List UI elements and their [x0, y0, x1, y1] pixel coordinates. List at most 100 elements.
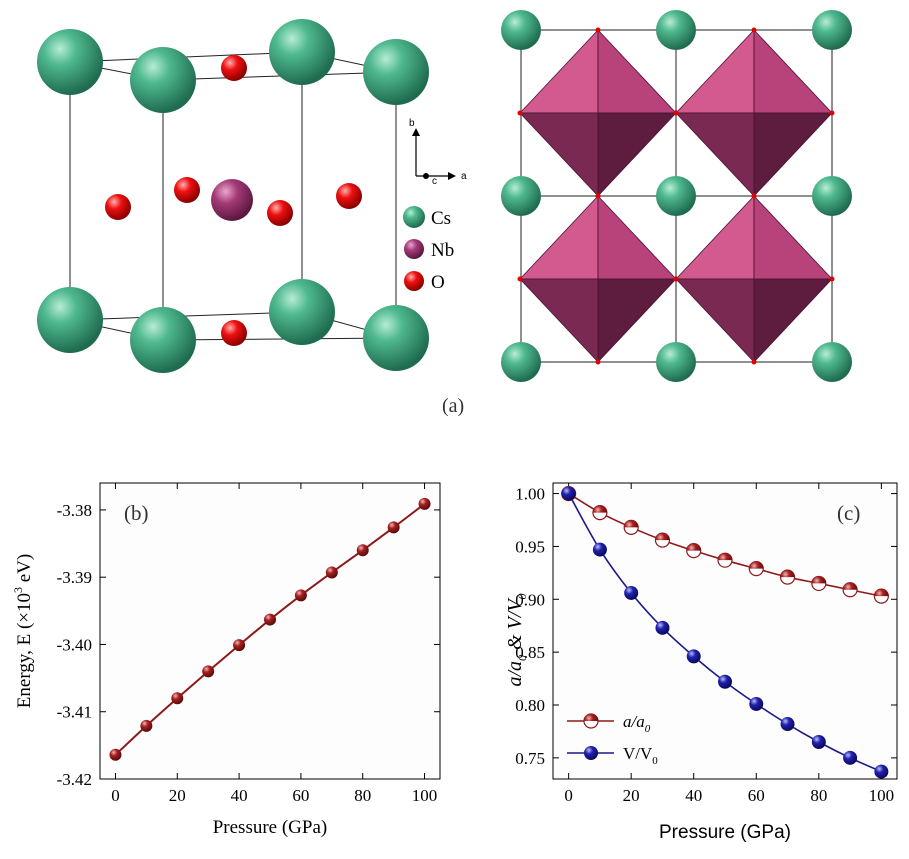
- cs-atom: [363, 305, 429, 371]
- cs-atom: [656, 342, 696, 382]
- cs-atom: [501, 176, 541, 216]
- legend-o-swatch: [404, 271, 424, 291]
- x-tick-label: 20: [169, 786, 186, 805]
- x-tick-label: 100: [412, 786, 438, 805]
- octahedra: [517, 27, 835, 365]
- v-v0-point: [655, 620, 670, 635]
- o-vertex: [751, 27, 757, 33]
- y-tick-label: -3.41: [57, 703, 92, 722]
- energy-point: [264, 613, 276, 626]
- energy-point: [171, 692, 184, 705]
- a-a0-point: [686, 543, 702, 559]
- cell-edges: [69, 51, 397, 341]
- v-v0-point: [624, 585, 639, 600]
- nb-atom: [211, 179, 253, 221]
- chart-b: 0 20 40 60 80 100 -3.42 -3.41 -3.40 -3.39 -3.38 (b…: [11, 482, 441, 838]
- cs-atom: [501, 10, 541, 50]
- panel-a-octahedra: (a): [442, 10, 852, 417]
- x-tick-label: 40: [231, 786, 248, 805]
- legend-label-v-v0: V/V0: [623, 744, 658, 767]
- energy-point: [294, 589, 307, 602]
- panel-a-label: (a): [442, 395, 464, 417]
- v-v0-point: [780, 717, 795, 732]
- legend-cs-label: Cs: [431, 208, 451, 229]
- panel-b-label: (b): [124, 501, 149, 525]
- energy-point: [140, 719, 153, 732]
- v-v0-point: [749, 696, 764, 711]
- legend-nb-swatch: [404, 239, 424, 259]
- x-tick-label: 60: [748, 786, 765, 805]
- energy-point: [387, 521, 400, 534]
- y-tick-label: 1.00: [515, 485, 545, 504]
- a-a0-point: [811, 575, 827, 592]
- o-vertex: [829, 110, 835, 116]
- x-tick-label: 0: [111, 786, 120, 805]
- x-tick-label: 80: [810, 786, 827, 805]
- legend-o-label: O: [431, 272, 445, 293]
- series-points-v-v0: [561, 486, 889, 779]
- legend-marker-v-v0: [584, 746, 598, 760]
- o-atom: [174, 177, 200, 203]
- cs-atom: [656, 176, 696, 216]
- o-vertex: [595, 193, 601, 199]
- series-points-a-a0: [561, 485, 889, 604]
- plot-frame-c: [552, 482, 898, 780]
- cs-atom: [130, 307, 196, 373]
- a-a0-point: [592, 504, 608, 521]
- ticks-c: 0 20 40 60 80 100 0.75 0.80 0.85 0.90 0.95 1.00: [515, 483, 897, 805]
- plot-frame-b: [99, 482, 441, 780]
- x-tick-label: 80: [354, 786, 371, 805]
- atom-legend: Cs Nb O: [403, 206, 454, 293]
- x-tick-label: 60: [292, 786, 309, 805]
- energy-point: [233, 639, 246, 652]
- x-tick-label: 20: [623, 786, 640, 805]
- cs-atom: [812, 10, 852, 50]
- cs-atom: [656, 10, 696, 50]
- a-a0-point: [748, 561, 764, 577]
- series-points-energy: [109, 497, 431, 761]
- energy-point: [356, 544, 369, 557]
- y-tick-label: 0.90: [515, 590, 545, 609]
- legend-label-a-a0: a/a0: [623, 712, 651, 735]
- v-v0-point: [592, 542, 607, 557]
- y-tick-label: -3.42: [57, 770, 92, 789]
- legend-marker-a-a0: [583, 713, 599, 729]
- a-a0-point: [717, 552, 733, 568]
- x-axis-label-c: Pressure (GPa): [659, 822, 791, 843]
- v-v0-point: [686, 649, 701, 664]
- o-vertex: [595, 359, 601, 365]
- cs-atom: [37, 29, 103, 95]
- legend-cs-swatch: [403, 206, 425, 228]
- cs-atom: [812, 342, 852, 382]
- o-vertex: [673, 110, 679, 116]
- y-tick-label: -3.38: [57, 501, 92, 520]
- y-axis-label-b: Energy, E (×103 eV): [11, 554, 35, 708]
- axis-c-label: c: [432, 176, 437, 187]
- x-tick-label: 100: [869, 786, 895, 805]
- y-tick-label: 0.80: [515, 696, 545, 715]
- legend-c: a/a0 V/V0: [567, 712, 658, 767]
- x-axis-label-b: Pressure (GPa): [213, 817, 328, 838]
- o-atom: [221, 55, 247, 81]
- cs-atom: [501, 342, 541, 382]
- legend-nb-label: Nb: [431, 240, 454, 261]
- cs-atom: [269, 279, 335, 345]
- octahedron-face: [519, 112, 599, 198]
- o-atom: [267, 200, 293, 226]
- a-a0-point: [842, 582, 858, 598]
- cs-atom: [130, 47, 196, 113]
- o-atom: [105, 194, 131, 220]
- y-tick-label: 0.75: [515, 749, 545, 768]
- panel-a-unit-cell: b c a Cs Nb O: [37, 19, 467, 373]
- energy-point: [325, 566, 338, 579]
- y-axis-label-c: a/a0 & V/V0: [504, 593, 529, 686]
- y-tick-label: 0.95: [515, 537, 545, 556]
- v-v0-point: [874, 764, 889, 779]
- o-vertex: [517, 110, 523, 116]
- octahedron-face: [519, 278, 599, 364]
- y-tick-label: 0.85: [515, 643, 545, 662]
- energy-point: [202, 665, 215, 678]
- v-v0-point: [561, 486, 576, 501]
- cs-atom: [269, 19, 335, 85]
